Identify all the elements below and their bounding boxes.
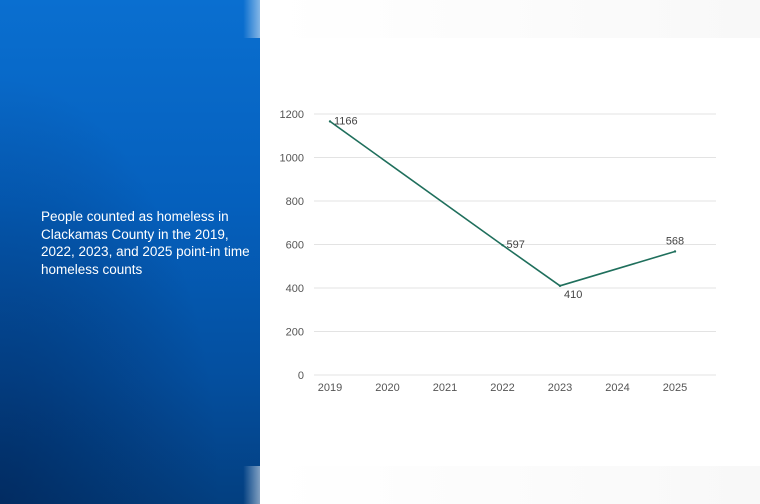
line-chart: 0 200 400 600 800 1000 1200 2019 2020 2021 2022 202… [280, 109, 716, 394]
data-point [673, 250, 677, 253]
y-tick-label: 1200 [280, 109, 304, 121]
y-tick-label: 1000 [280, 153, 304, 165]
data-point [328, 120, 332, 123]
data-label: 597 [507, 239, 525, 251]
x-tick-label: 2019 [318, 382, 342, 394]
x-tick-label: 2021 [433, 382, 457, 394]
x-tick-label: 2020 [375, 382, 399, 394]
y-tick-label: 200 [286, 327, 304, 339]
bottom-fade-bar [0, 466, 760, 504]
x-tick-label: 2022 [490, 382, 514, 394]
data-label: 410 [564, 289, 582, 301]
data-label: 1166 [334, 115, 358, 127]
y-tick-label: 600 [286, 240, 304, 252]
y-tick-label: 400 [286, 283, 304, 295]
y-tick-label: 0 [298, 370, 304, 382]
x-tick-label: 2025 [663, 382, 687, 394]
side-panel [0, 0, 260, 504]
x-tick-label: 2024 [605, 382, 629, 394]
top-fade-bar [0, 0, 760, 38]
data-point [558, 284, 562, 288]
x-tick-label: 2023 [548, 382, 572, 394]
data-point [501, 243, 504, 247]
data-label: 568 [666, 235, 684, 247]
series-line [329, 120, 676, 287]
y-tick-label: 800 [286, 196, 304, 208]
chart-caption: People counted as homeless in Clackamas … [41, 209, 250, 277]
chart-panel: 0 200 400 600 800 1000 1200 2019 2020 2021 2022 202… [260, 38, 760, 466]
